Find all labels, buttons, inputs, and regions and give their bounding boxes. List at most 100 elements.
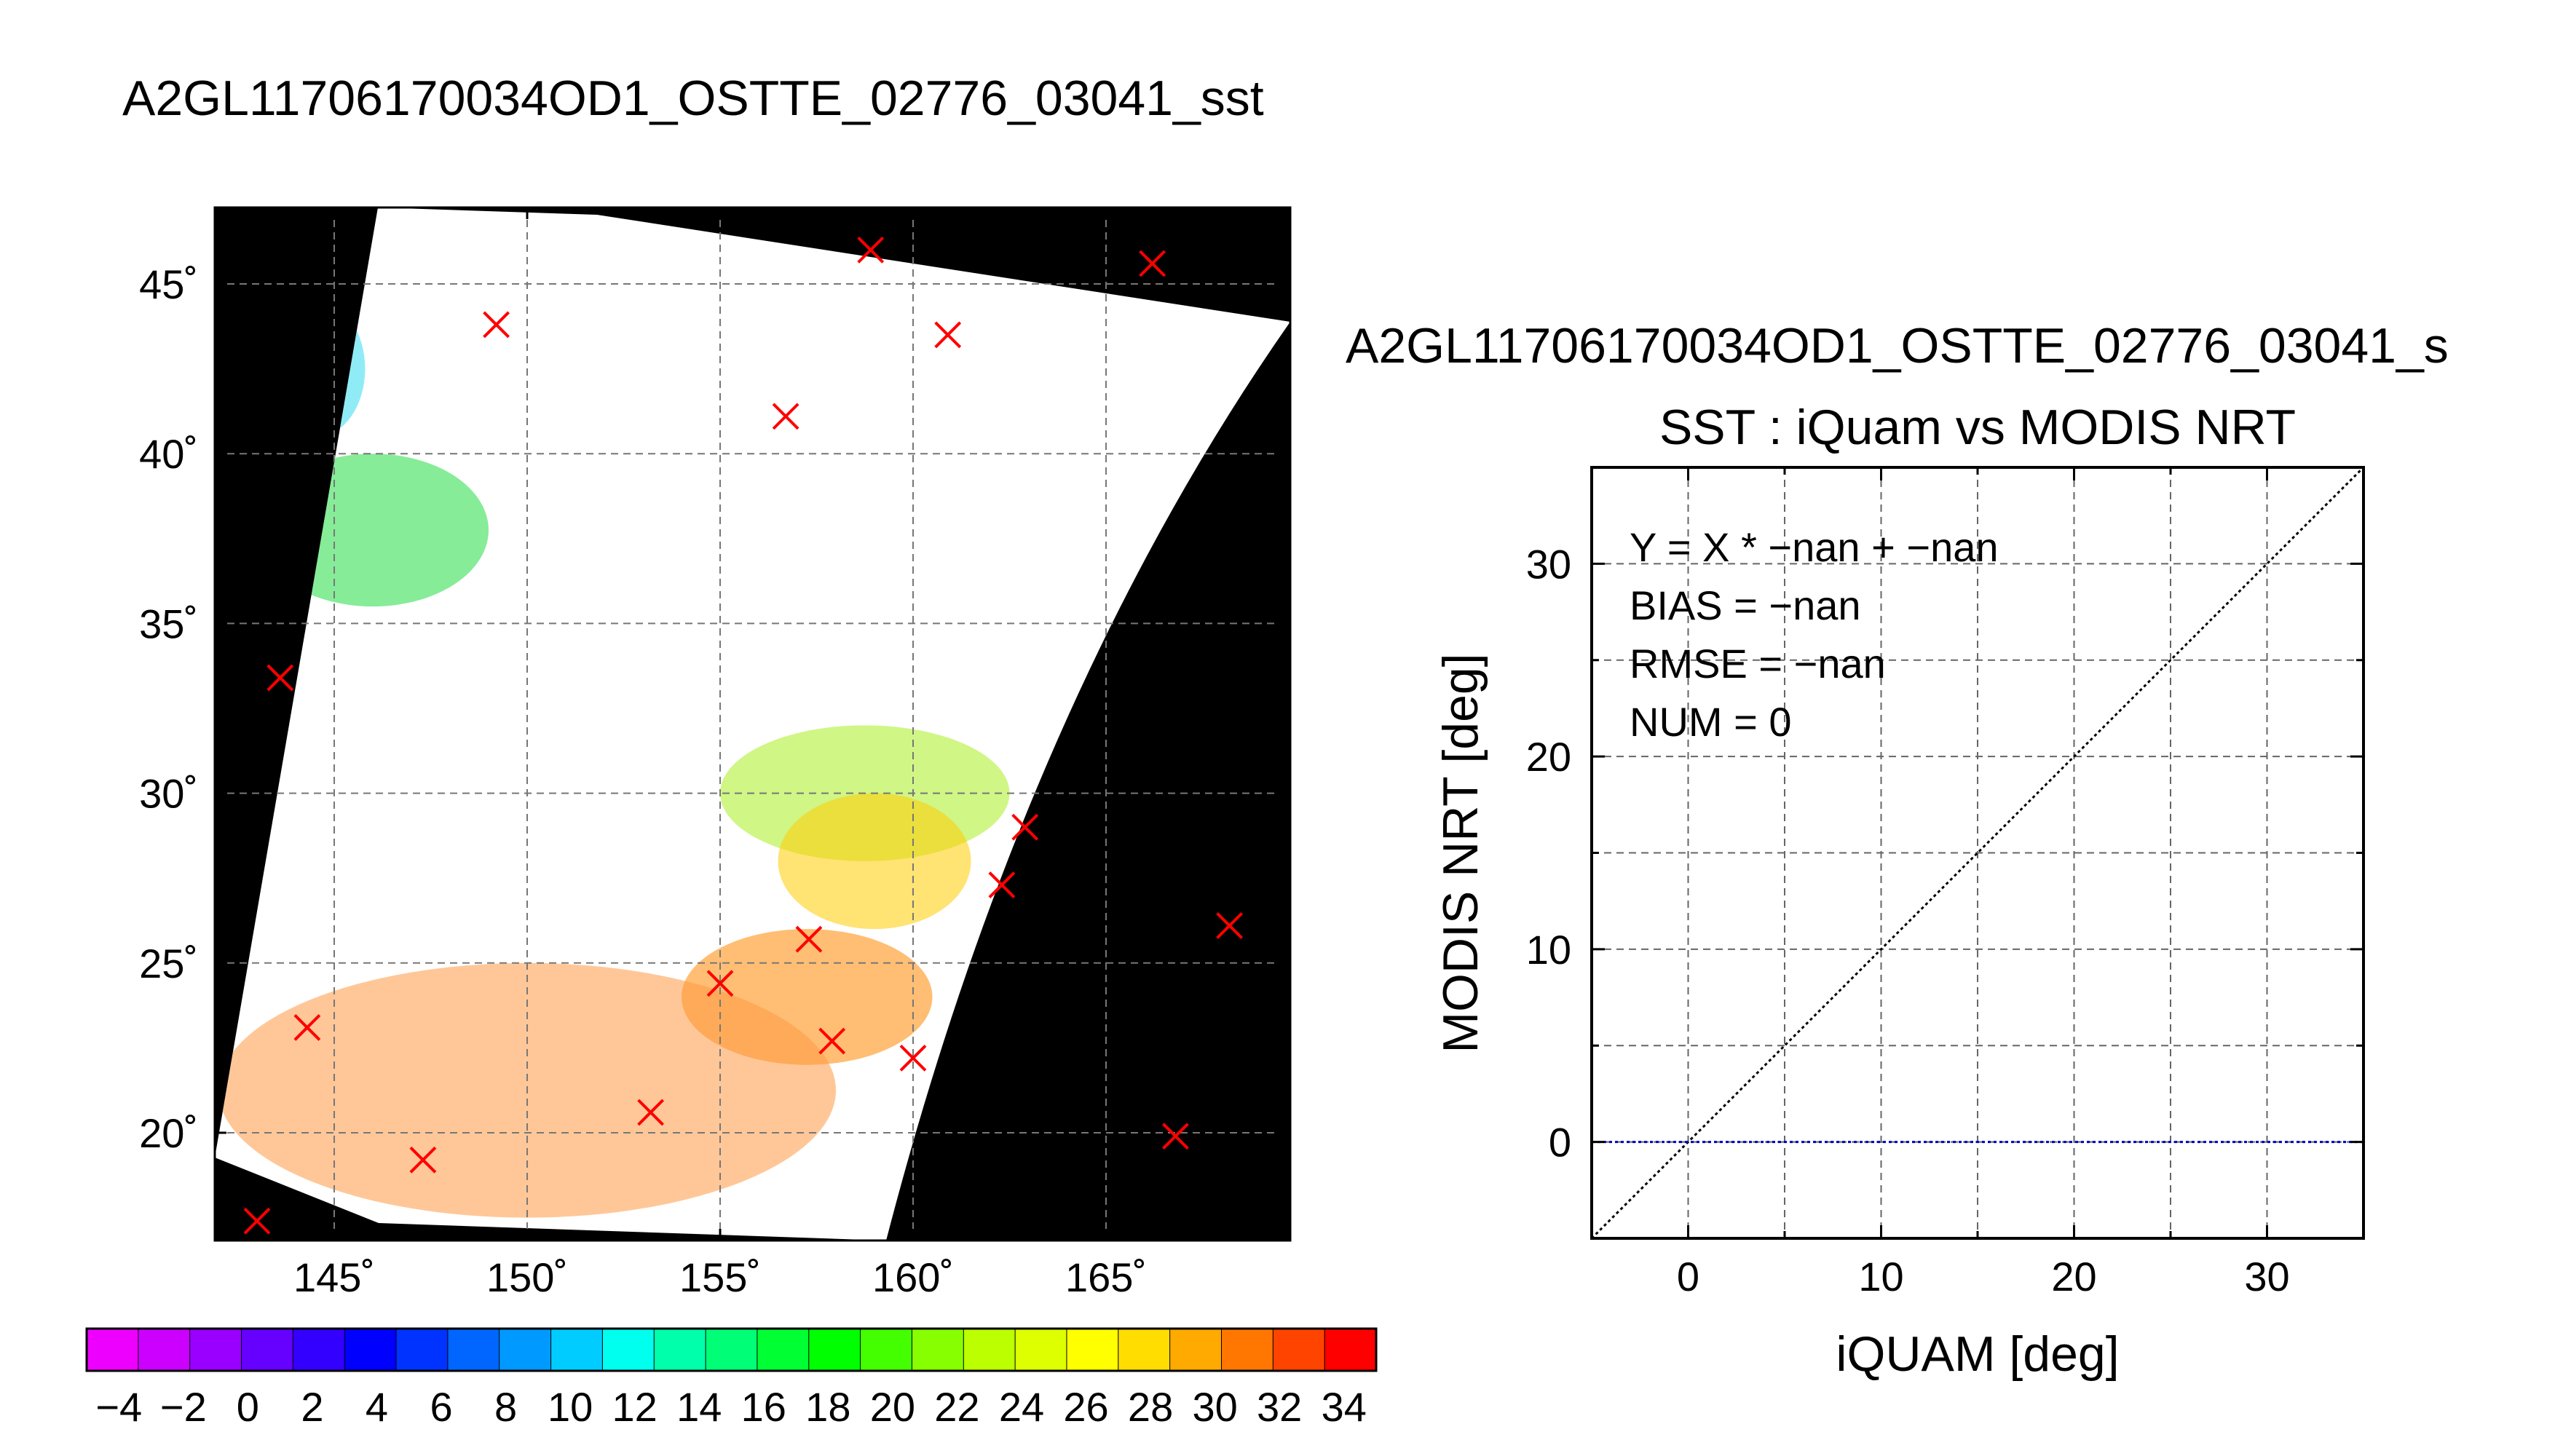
scatter-y-tick-label: 30 [1526, 541, 1571, 587]
colorbar-cell [653, 1328, 707, 1372]
colorbar-tick-label: 22 [934, 1384, 979, 1430]
map-x-tick-label: 145˚ [293, 1254, 375, 1300]
colorbar-tick-label: 12 [612, 1384, 657, 1430]
colorbar-tick-label: 34 [1322, 1384, 1367, 1430]
colorbar-cell [86, 1328, 139, 1372]
map-x-tick-label: 160˚ [872, 1254, 954, 1300]
sst-region [778, 793, 971, 930]
matchup-marker [1161, 1123, 1189, 1150]
matchup-marker [1011, 813, 1039, 841]
colorbar-cell [550, 1328, 604, 1372]
map-y-tick-label: 45˚ [139, 261, 198, 307]
scatter-x-tick-label: 30 [2244, 1254, 2289, 1299]
colorbar-cell [395, 1328, 449, 1372]
matchup-marker [988, 871, 1016, 898]
scatter-y-axis-label: MODIS NRT [deg] [1433, 653, 1488, 1053]
colorbar-tick-label: 30 [1192, 1384, 1237, 1430]
colorbar-cell [705, 1328, 758, 1372]
colorbar-frame [85, 1327, 1378, 1372]
colorbar: −4 −2 0 2 4 6 8 10 12 14 16 18 20 22 24 26 28 30 32 34 [85, 1327, 1378, 1430]
map-x-tick-label: 150˚ [486, 1254, 568, 1300]
colorbar-cell [911, 1328, 965, 1372]
colorbar-cell [860, 1328, 913, 1372]
matchup-marker [818, 1027, 846, 1055]
scatter-y-tick-labels: 0 10 20 30 [1526, 541, 1571, 1165]
map-y-tick-label: 30˚ [139, 771, 198, 817]
colorbar-cell [1272, 1328, 1326, 1372]
map-y-tick-label: 40˚ [139, 431, 198, 477]
matchup-marker [409, 1146, 437, 1174]
colorbar-cell [189, 1328, 242, 1372]
colorbar-tick-label: 6 [430, 1384, 452, 1430]
colorbar-cell [447, 1328, 500, 1372]
scatter-tick-marks [1592, 467, 2364, 1238]
scatter-x-tick-label: 0 [1677, 1254, 1699, 1299]
map-y-tick-label: 25˚ [139, 941, 198, 986]
matchup-marker [857, 236, 885, 264]
map-y-tick-labels: 20˚ 25˚ 30˚ 35˚ 40˚ 45˚ [139, 261, 198, 1156]
colorbar-tick-label: 20 [870, 1384, 915, 1430]
colorbar-cell [1014, 1328, 1067, 1372]
one-to-one-line [1592, 467, 2364, 1238]
colorbar-cell [241, 1328, 294, 1372]
map-tick-marks [215, 207, 1290, 1241]
colorbar-cell [757, 1328, 810, 1372]
regression-annotation: RMSE = −nan [1630, 641, 1886, 687]
map-x-tick-labels: 145˚ 150˚ 155˚ 160˚ 165˚ [293, 1254, 1147, 1300]
scatter-y-tick-label: 0 [1549, 1120, 1571, 1166]
scatter-y-tick-label: 10 [1526, 927, 1571, 973]
matchup-marker [934, 321, 962, 349]
matchup-marker [706, 970, 734, 997]
colorbar-tick-label: 16 [741, 1384, 786, 1430]
scatter-x-tick-labels: 0 10 20 30 [1677, 1254, 2290, 1299]
scatter-title: SST : iQuam vs MODIS NRT [1659, 400, 2296, 455]
map-grid [215, 207, 1290, 1241]
map-frame [213, 206, 1292, 1242]
colorbar-tick-label: 26 [1063, 1384, 1108, 1430]
colorbar-tick-label: −2 [160, 1384, 207, 1430]
matchup-marker [152, 1198, 177, 1223]
colorbar-cell [138, 1328, 191, 1372]
regression-annotation: Y = X * −nan + −nan [1630, 524, 1999, 570]
colorbar-cell [499, 1328, 552, 1372]
colorbar-cells [86, 1328, 1378, 1372]
colorbar-cell [1324, 1328, 1378, 1372]
regression-annotation: BIAS = −nan [1630, 582, 1861, 628]
matchup-marker [483, 311, 510, 339]
matchup-markers [152, 236, 1244, 1235]
colorbar-tick-label: 24 [999, 1384, 1044, 1430]
colorbar-cell [292, 1328, 346, 1372]
scatter-x-tick-label: 10 [1858, 1254, 1903, 1299]
colorbar-tick-label: 18 [805, 1384, 850, 1430]
colorbar-tick-label: 2 [301, 1384, 323, 1430]
map-x-tick-label: 155˚ [679, 1254, 761, 1300]
colorbar-cell [1169, 1328, 1223, 1372]
matchup-marker [293, 1014, 321, 1041]
regression-annotations: Y = X * −nan + −nan BIAS = −nan RMSE = −na… [1630, 524, 1999, 745]
matchup-marker [1139, 250, 1166, 277]
matchup-marker [266, 664, 294, 692]
colorbar-cell [344, 1328, 398, 1372]
colorbar-cell [1118, 1328, 1171, 1372]
colorbar-cell [808, 1328, 861, 1372]
colorbar-tick-labels: −4 −2 0 2 4 6 8 10 12 14 16 18 20 22 24 26 28 30 32 34 [95, 1384, 1367, 1430]
scatter-x-tick-label: 20 [2051, 1254, 2096, 1299]
sst-map: 145˚ 150˚ 155˚ 160˚ 165˚ 20˚ 25˚ 30˚ 35˚ 40˚ 45˚ [139, 206, 1292, 1300]
colorbar-cell [963, 1328, 1016, 1372]
matchup-marker [637, 1099, 665, 1126]
regression-annotation: NUM = 0 [1630, 699, 1792, 745]
colorbar-tick-label: 28 [1128, 1384, 1173, 1430]
matchup-marker [795, 925, 823, 953]
colorbar-tick-label: 32 [1257, 1384, 1302, 1430]
colorbar-tick-label: −4 [95, 1384, 142, 1430]
map-title: A2GL11706170034OD1_OSTTE_02776_03041_sst [122, 71, 1264, 126]
colorbar-tick-label: 0 [237, 1384, 259, 1430]
scatter-x-axis-label: iQUAM [deg] [1836, 1326, 2119, 1382]
matchup-marker [899, 1044, 927, 1072]
colorbar-tick-label: 14 [676, 1384, 722, 1430]
scatter-plot: 0 10 20 30 0 10 20 30 Y = X * −nan + −nan BIAS … [1433, 466, 2365, 1382]
map-y-tick-label: 20˚ [139, 1110, 198, 1156]
colorbar-cell [1220, 1328, 1274, 1372]
colorbar-cell [601, 1328, 655, 1372]
